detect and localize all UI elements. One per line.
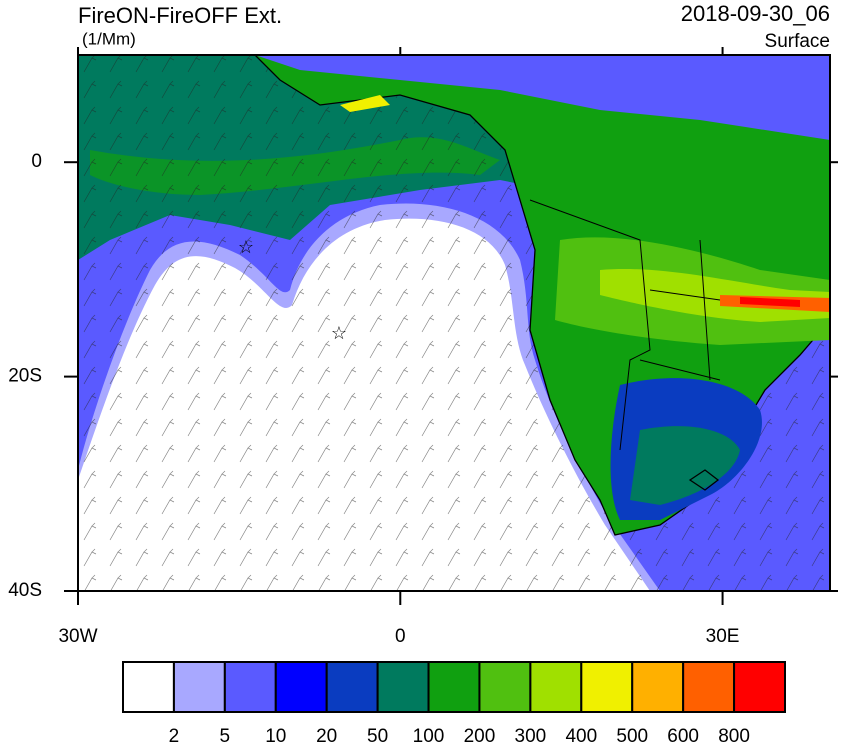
time: 2018-09-30_06 [681,1,830,26]
station-marker: ☆ [238,237,254,257]
color-box [223,661,277,713]
south-africa-core [630,426,740,505]
lat-tick-label: 40S [8,580,42,601]
colorbar-label: 5 [220,726,231,747]
color-box [274,661,328,713]
color-box [325,661,379,713]
axes: 30W 0 30E 0 20S 40S [8,47,838,647]
station-marker: ☆ [331,323,347,343]
lon-tick-label: 0 [395,626,406,647]
north-haze [255,55,830,140]
lon-tick-label: 30E [706,626,740,647]
level: Surface [765,31,830,52]
lat-tick-label: 20S [8,366,42,387]
lesotho [688,469,720,491]
color-box [427,661,481,713]
color-box [122,661,175,713]
title: FireON-FireOFF Ext. [78,3,282,28]
colorbar-label: 100 [413,726,445,747]
colorbar-label: 2 [169,726,180,747]
colorbar-label: 300 [515,726,547,747]
plume-peak [740,297,800,307]
color-box [529,661,583,713]
color-box [376,661,430,713]
coast-plume [340,95,390,112]
color-box [682,661,736,713]
map-field: ☆ ☆ [78,55,830,591]
borders [529,199,721,451]
colorbar-label: 800 [718,726,750,747]
lat-tick-label: 0 [31,151,42,172]
colorbar-label: 20 [316,726,337,747]
color-box [733,661,786,713]
colorbar-label: 400 [565,726,597,747]
color-box [172,661,226,713]
colorbar-label: 200 [464,726,496,747]
colorbar: 2 5 10 20 50 100 200 300 400 500 600 800 [122,661,786,747]
colorbar-label: 50 [367,726,388,747]
colorbar-label: 10 [265,726,286,747]
color-box [478,661,532,713]
units: (1/Mm) [82,29,136,48]
color-box [580,661,634,713]
lon-tick-label: 30W [58,626,97,647]
colorbar-label: 500 [616,726,648,747]
map-frame [77,54,831,592]
colorbar-label: 600 [667,726,699,747]
color-box [631,661,685,713]
